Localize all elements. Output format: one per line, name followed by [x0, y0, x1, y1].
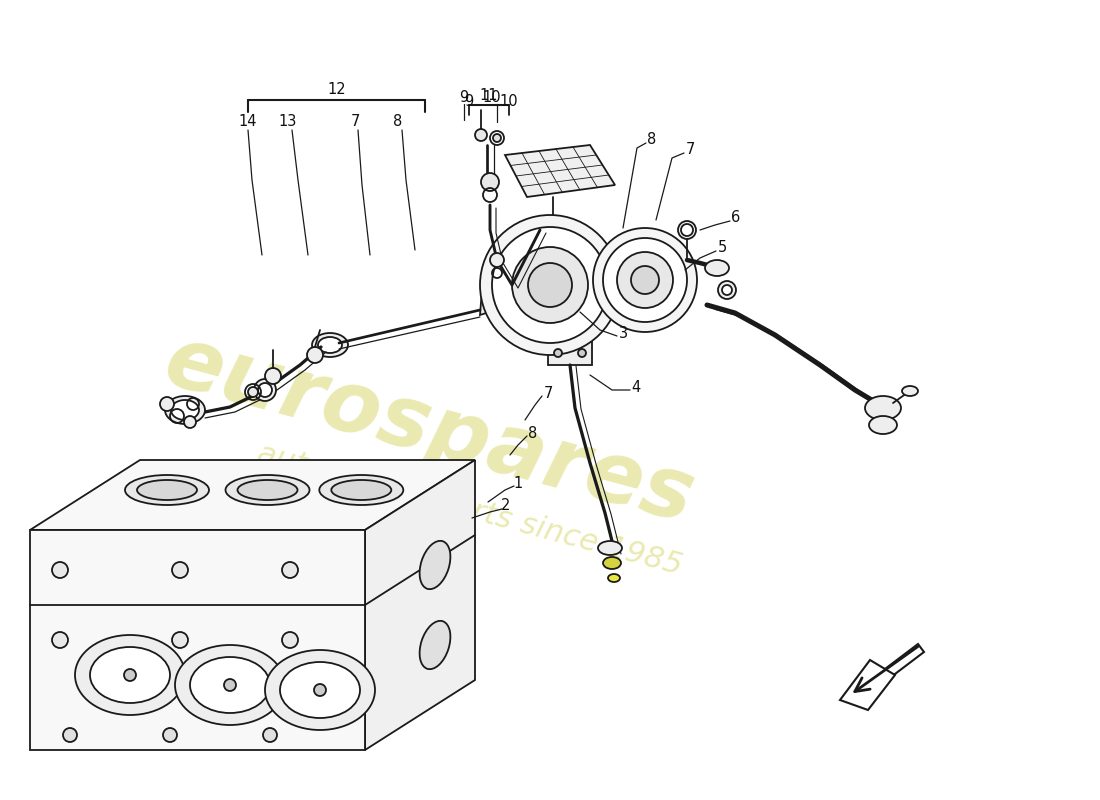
- Ellipse shape: [165, 396, 205, 424]
- Ellipse shape: [419, 541, 450, 589]
- Text: 8: 8: [394, 114, 403, 130]
- Circle shape: [124, 669, 136, 681]
- Circle shape: [263, 728, 277, 742]
- Circle shape: [578, 349, 586, 357]
- Text: 7: 7: [350, 114, 360, 130]
- Circle shape: [52, 632, 68, 648]
- Text: 12: 12: [328, 82, 346, 98]
- Circle shape: [718, 281, 736, 299]
- Circle shape: [480, 215, 620, 355]
- Ellipse shape: [865, 396, 901, 420]
- Text: 7: 7: [543, 386, 552, 401]
- Text: 14: 14: [239, 114, 257, 130]
- Text: eurospares: eurospares: [156, 319, 704, 541]
- Ellipse shape: [603, 557, 622, 569]
- Circle shape: [172, 562, 188, 578]
- Circle shape: [722, 285, 732, 295]
- Circle shape: [314, 684, 326, 696]
- Ellipse shape: [226, 475, 309, 505]
- Circle shape: [475, 129, 487, 141]
- Ellipse shape: [312, 333, 348, 357]
- Circle shape: [224, 679, 236, 691]
- Polygon shape: [365, 460, 475, 750]
- Circle shape: [282, 562, 298, 578]
- Circle shape: [184, 416, 196, 428]
- Ellipse shape: [331, 480, 392, 500]
- Ellipse shape: [608, 574, 620, 582]
- Text: 4: 4: [631, 379, 640, 394]
- Circle shape: [282, 632, 298, 648]
- Circle shape: [631, 266, 659, 294]
- Polygon shape: [30, 460, 475, 530]
- Ellipse shape: [138, 480, 197, 500]
- Ellipse shape: [598, 541, 622, 555]
- Text: 10: 10: [499, 94, 518, 110]
- Circle shape: [512, 247, 588, 323]
- Polygon shape: [580, 260, 603, 300]
- Ellipse shape: [238, 480, 297, 500]
- Circle shape: [603, 238, 688, 322]
- Ellipse shape: [705, 260, 729, 276]
- Ellipse shape: [190, 657, 270, 713]
- Circle shape: [481, 173, 499, 191]
- Circle shape: [163, 728, 177, 742]
- Circle shape: [528, 263, 572, 307]
- Text: 13: 13: [278, 114, 297, 130]
- Text: 5: 5: [717, 241, 727, 255]
- Ellipse shape: [319, 475, 404, 505]
- Circle shape: [681, 224, 693, 236]
- Circle shape: [490, 253, 504, 267]
- Text: 10: 10: [483, 90, 502, 105]
- Circle shape: [248, 387, 258, 397]
- Circle shape: [52, 562, 68, 578]
- Circle shape: [307, 347, 323, 363]
- Text: 9: 9: [460, 90, 469, 105]
- Polygon shape: [852, 644, 924, 702]
- Ellipse shape: [75, 635, 185, 715]
- Circle shape: [546, 223, 560, 237]
- Circle shape: [617, 252, 673, 308]
- Polygon shape: [548, 341, 592, 365]
- Circle shape: [172, 632, 188, 648]
- Circle shape: [593, 228, 697, 332]
- Ellipse shape: [90, 647, 170, 703]
- Polygon shape: [480, 267, 505, 315]
- Text: 6: 6: [732, 210, 740, 226]
- Text: 8: 8: [648, 133, 657, 147]
- Circle shape: [63, 728, 77, 742]
- Circle shape: [254, 379, 276, 401]
- Ellipse shape: [175, 645, 285, 725]
- Polygon shape: [505, 145, 615, 197]
- Ellipse shape: [318, 337, 342, 353]
- Polygon shape: [840, 660, 895, 710]
- Ellipse shape: [265, 650, 375, 730]
- Ellipse shape: [125, 475, 209, 505]
- Polygon shape: [30, 530, 365, 750]
- Ellipse shape: [869, 416, 896, 434]
- Circle shape: [265, 368, 280, 384]
- Circle shape: [492, 227, 608, 343]
- Text: 3: 3: [618, 326, 628, 341]
- Circle shape: [493, 134, 500, 142]
- Ellipse shape: [419, 621, 450, 669]
- Ellipse shape: [170, 400, 199, 420]
- Text: 9: 9: [464, 94, 474, 110]
- Text: automotive parts since 1985: automotive parts since 1985: [254, 439, 685, 581]
- Circle shape: [678, 221, 696, 239]
- Ellipse shape: [280, 662, 360, 718]
- Text: 7: 7: [685, 142, 695, 158]
- Text: 1: 1: [514, 475, 522, 490]
- Circle shape: [160, 397, 174, 411]
- Text: 11: 11: [480, 87, 498, 102]
- Circle shape: [554, 349, 562, 357]
- Circle shape: [258, 383, 272, 397]
- Text: 8: 8: [528, 426, 538, 441]
- Text: 2: 2: [502, 498, 510, 514]
- Ellipse shape: [902, 386, 918, 396]
